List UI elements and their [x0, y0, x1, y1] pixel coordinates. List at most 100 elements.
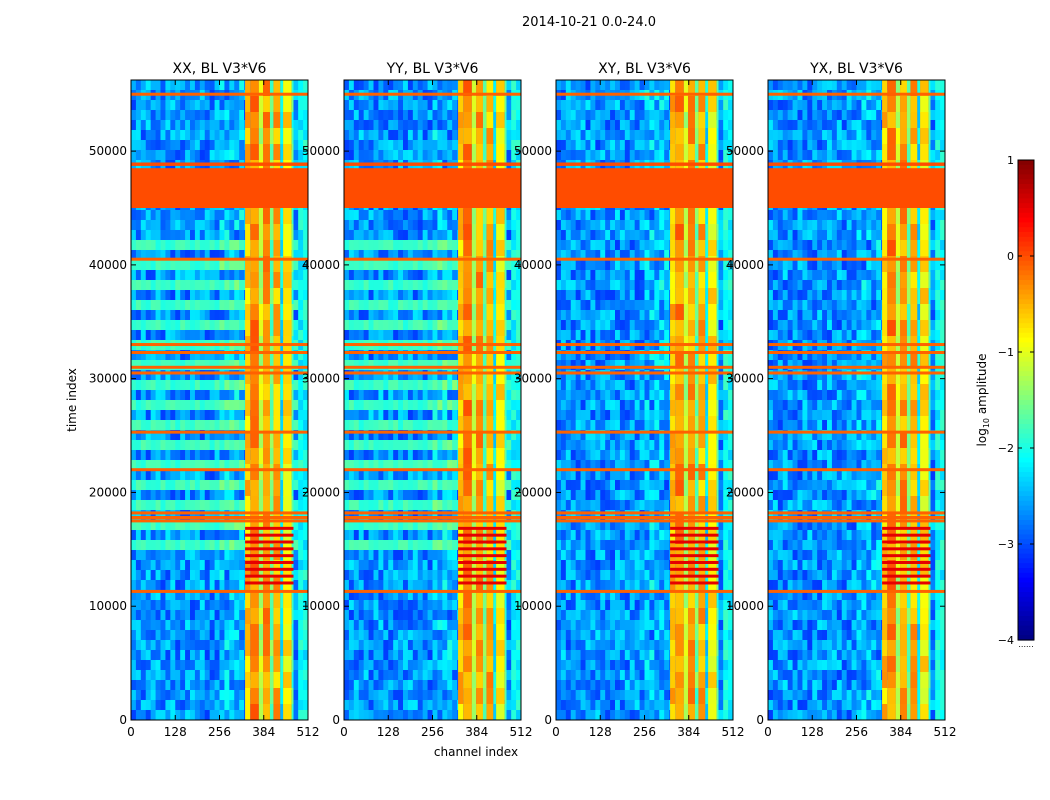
- rfi-channel-segment: [263, 288, 270, 305]
- rfi-channel-segment: [476, 432, 483, 449]
- rfi-channel-segment: [920, 448, 929, 465]
- rfi-channel-segment: [708, 608, 717, 625]
- colorbar-frame: [1017, 159, 1035, 641]
- rfi-row: [131, 589, 308, 593]
- colorbar-step: [1018, 592, 1034, 598]
- x-tick-label: 0: [764, 725, 772, 739]
- rfi-channel-segment: [245, 592, 251, 609]
- rfi-channel-segment: [698, 128, 706, 145]
- colorbar-step: [1018, 212, 1034, 219]
- y-tick-label: 20000: [514, 485, 552, 499]
- rfi-channel-segment: [716, 400, 719, 417]
- rfi-channel-segment: [458, 400, 464, 417]
- rfi-channel-segment: [463, 288, 472, 305]
- rfi-channel-segment: [283, 208, 292, 225]
- rfi-channel-segment: [675, 272, 684, 289]
- heatmap-image: [556, 80, 733, 720]
- rfi-channel-segment: [504, 272, 507, 289]
- flagged-block: [131, 162, 308, 166]
- rfi-channel-segment: [486, 448, 494, 465]
- rfi-channel-segment: [273, 432, 281, 449]
- rfi-channel-segment: [263, 656, 270, 673]
- rfi-channel-segment: [273, 480, 281, 497]
- rfi-channel-segment: [716, 128, 719, 145]
- x-tick-label: 256: [208, 725, 231, 739]
- rfi-row: [245, 533, 294, 537]
- rfi-channel-segment: [486, 592, 494, 609]
- rfi-channel-segment: [496, 240, 505, 257]
- rfi-channel-segment: [496, 592, 505, 609]
- rfi-channel-segment: [683, 672, 689, 689]
- rfi-channel-segment: [906, 464, 911, 481]
- colorbar-label-prefix: log: [975, 428, 989, 446]
- rfi-channel-segment: [670, 144, 676, 161]
- rfi-channel-segment: [458, 464, 464, 481]
- rfi-channel-segment: [493, 320, 497, 337]
- rfi-channel-segment: [482, 128, 487, 145]
- rfi-channel-segment: [688, 704, 695, 720]
- rfi-channel-segment: [263, 400, 270, 417]
- rfi-channel-segment: [496, 464, 505, 481]
- rfi-channel-segment: [280, 448, 284, 465]
- rfi-channel-segment: [245, 320, 251, 337]
- rfi-channel-segment: [683, 128, 689, 145]
- rfi-row: [344, 519, 521, 523]
- rfi-channel-segment: [708, 368, 717, 385]
- rfi-row: [344, 430, 521, 434]
- rfi-channel-segment: [486, 384, 494, 401]
- rfi-channel-segment: [910, 96, 918, 113]
- rfi-channel-segment: [675, 640, 684, 657]
- rfi-channel-segment: [245, 624, 251, 641]
- rfi-row: [556, 92, 733, 96]
- rfi-channel-segment: [269, 272, 274, 289]
- rfi-channel-segment: [493, 624, 497, 641]
- rfi-channel-segment: [471, 384, 477, 401]
- rfi-channel-segment: [887, 224, 896, 241]
- colorbar-step: [1018, 366, 1034, 372]
- rfi-channel-segment: [895, 288, 901, 305]
- rfi-channel-segment: [675, 400, 684, 417]
- rfi-channel-segment: [283, 96, 292, 113]
- rfi-channel-segment: [917, 496, 921, 513]
- rfi-channel-segment: [291, 640, 294, 657]
- rfi-channel-segment: [283, 384, 292, 401]
- x-tick-label: 384: [252, 725, 275, 739]
- rfi-channel-segment: [928, 80, 931, 97]
- rfi-channel-segment: [670, 288, 676, 305]
- colorbar-step: [1018, 395, 1034, 401]
- rfi-channel-segment: [458, 416, 464, 433]
- rfi-channel-segment: [496, 320, 505, 337]
- rfi-channel-segment: [280, 464, 284, 481]
- rfi-channel-segment: [486, 704, 494, 720]
- colorbar-label-subscript: 10: [982, 418, 991, 428]
- rfi-channel-segment: [258, 416, 264, 433]
- rfi-channel-segment: [471, 544, 477, 561]
- rfi-channel-segment: [920, 544, 929, 561]
- rfi-channel-segment: [263, 608, 270, 625]
- rfi-channel-segment: [708, 128, 717, 145]
- rfi-channel-segment: [458, 704, 464, 720]
- rfi-channel-segment: [283, 80, 292, 97]
- rfi-channel-segment: [906, 416, 911, 433]
- rfi-channel-segment: [245, 448, 251, 465]
- rfi-channel-segment: [463, 272, 472, 289]
- rfi-channel-segment: [882, 704, 888, 720]
- rfi-channel-segment: [471, 464, 477, 481]
- rfi-channel-segment: [882, 272, 888, 289]
- rfi-channel-segment: [458, 544, 464, 561]
- rfi-channel-segment: [486, 288, 494, 305]
- rfi-channel-segment: [280, 320, 284, 337]
- rfi-channel-segment: [920, 432, 929, 449]
- rfi-channel-segment: [280, 384, 284, 401]
- rfi-row: [458, 560, 507, 564]
- rfi-channel-segment: [493, 128, 497, 145]
- rfi-channel-segment: [269, 432, 274, 449]
- rfi-row: [670, 540, 719, 544]
- rfi-channel-segment: [504, 496, 507, 513]
- rfi-channel-segment: [493, 256, 497, 273]
- rfi-row: [882, 574, 931, 578]
- rfi-channel-segment: [486, 80, 494, 97]
- rfi-channel-segment: [910, 416, 918, 433]
- rfi-channel-segment: [458, 112, 464, 129]
- colorbar: 1 0 −1 −2 −3 −4: [998, 154, 1035, 647]
